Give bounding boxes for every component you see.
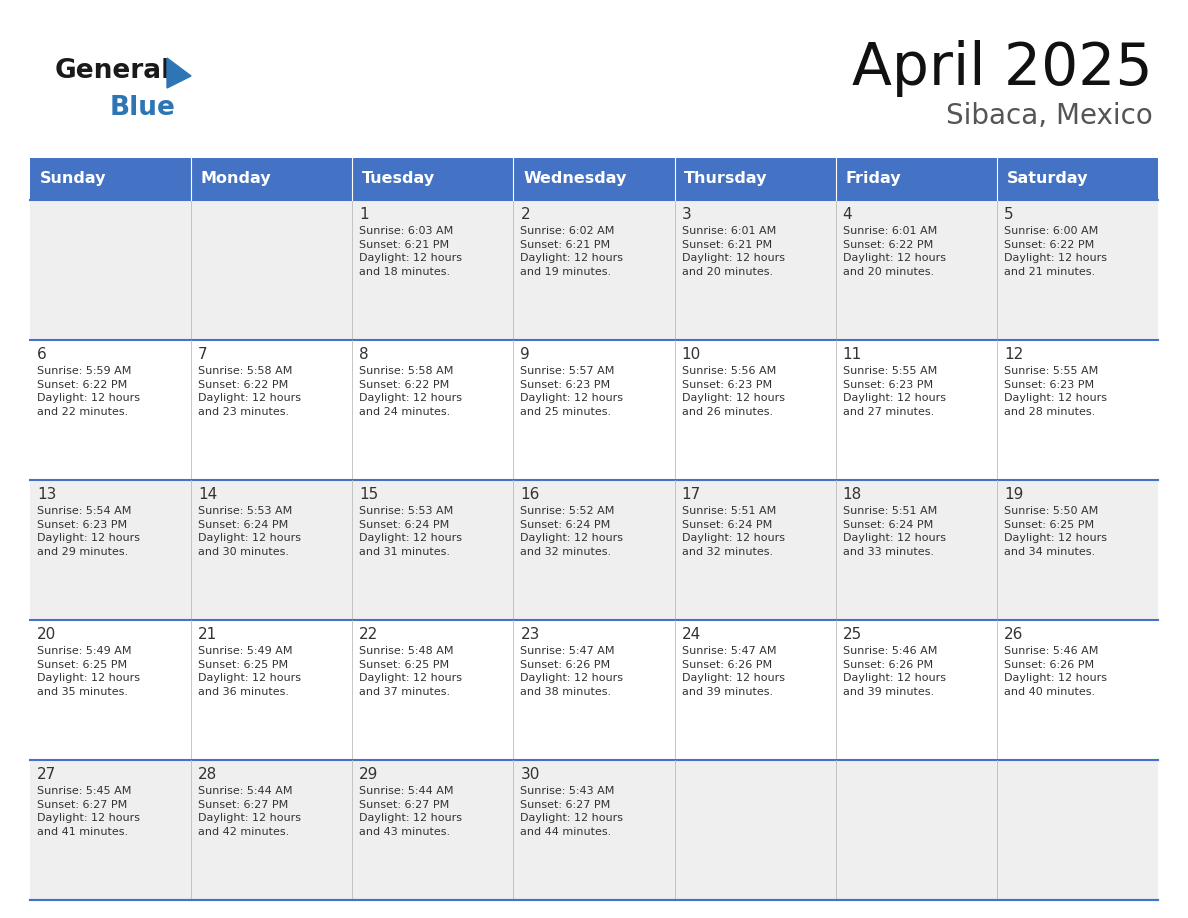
Text: 10: 10 [682, 347, 701, 362]
Text: 12: 12 [1004, 347, 1023, 362]
Text: 23: 23 [520, 627, 539, 642]
Bar [30, 158, 191, 200]
Bar [30, 480, 1158, 620]
Text: Sunrise: 5:55 AM
Sunset: 6:23 PM
Daylight: 12 hours
and 28 minutes.: Sunrise: 5:55 AM Sunset: 6:23 PM Dayligh… [1004, 366, 1107, 417]
Bar [30, 760, 1158, 900]
Bar [353, 158, 513, 200]
Text: 21: 21 [198, 627, 217, 642]
Text: Sunrise: 5:45 AM
Sunset: 6:27 PM
Daylight: 12 hours
and 41 minutes.: Sunrise: 5:45 AM Sunset: 6:27 PM Dayligh… [37, 786, 140, 837]
Text: Sunrise: 5:59 AM
Sunset: 6:22 PM
Daylight: 12 hours
and 22 minutes.: Sunrise: 5:59 AM Sunset: 6:22 PM Dayligh… [37, 366, 140, 417]
Text: 7: 7 [198, 347, 208, 362]
Text: 11: 11 [842, 347, 862, 362]
Text: 20: 20 [37, 627, 56, 642]
Text: Sunrise: 5:44 AM
Sunset: 6:27 PM
Daylight: 12 hours
and 43 minutes.: Sunrise: 5:44 AM Sunset: 6:27 PM Dayligh… [359, 786, 462, 837]
Text: Sunrise: 5:52 AM
Sunset: 6:24 PM
Daylight: 12 hours
and 32 minutes.: Sunrise: 5:52 AM Sunset: 6:24 PM Dayligh… [520, 506, 624, 557]
Polygon shape [168, 58, 191, 88]
Text: 5: 5 [1004, 207, 1013, 222]
Text: Sunrise: 5:53 AM
Sunset: 6:24 PM
Daylight: 12 hours
and 31 minutes.: Sunrise: 5:53 AM Sunset: 6:24 PM Dayligh… [359, 506, 462, 557]
Text: Sunrise: 5:47 AM
Sunset: 6:26 PM
Daylight: 12 hours
and 39 minutes.: Sunrise: 5:47 AM Sunset: 6:26 PM Dayligh… [682, 646, 784, 697]
Text: 9: 9 [520, 347, 530, 362]
Text: Tuesday: Tuesday [362, 172, 435, 186]
Text: Blue: Blue [110, 95, 176, 121]
Text: Sunrise: 5:46 AM
Sunset: 6:26 PM
Daylight: 12 hours
and 40 minutes.: Sunrise: 5:46 AM Sunset: 6:26 PM Dayligh… [1004, 646, 1107, 697]
Text: Sunrise: 5:51 AM
Sunset: 6:24 PM
Daylight: 12 hours
and 32 minutes.: Sunrise: 5:51 AM Sunset: 6:24 PM Dayligh… [682, 506, 784, 557]
Text: 24: 24 [682, 627, 701, 642]
Text: Wednesday: Wednesday [523, 172, 626, 186]
Text: Sunrise: 5:55 AM
Sunset: 6:23 PM
Daylight: 12 hours
and 27 minutes.: Sunrise: 5:55 AM Sunset: 6:23 PM Dayligh… [842, 366, 946, 417]
Text: Sunrise: 6:03 AM
Sunset: 6:21 PM
Daylight: 12 hours
and 18 minutes.: Sunrise: 6:03 AM Sunset: 6:21 PM Dayligh… [359, 226, 462, 277]
Text: Sunrise: 5:56 AM
Sunset: 6:23 PM
Daylight: 12 hours
and 26 minutes.: Sunrise: 5:56 AM Sunset: 6:23 PM Dayligh… [682, 366, 784, 417]
Text: Sunrise: 5:54 AM
Sunset: 6:23 PM
Daylight: 12 hours
and 29 minutes.: Sunrise: 5:54 AM Sunset: 6:23 PM Dayligh… [37, 506, 140, 557]
Text: 2: 2 [520, 207, 530, 222]
Text: 1: 1 [359, 207, 369, 222]
Bar [835, 158, 997, 200]
Text: Sunrise: 5:49 AM
Sunset: 6:25 PM
Daylight: 12 hours
and 36 minutes.: Sunrise: 5:49 AM Sunset: 6:25 PM Dayligh… [198, 646, 301, 697]
Text: Sunrise: 5:43 AM
Sunset: 6:27 PM
Daylight: 12 hours
and 44 minutes.: Sunrise: 5:43 AM Sunset: 6:27 PM Dayligh… [520, 786, 624, 837]
Text: 27: 27 [37, 767, 56, 782]
Text: Sunrise: 6:02 AM
Sunset: 6:21 PM
Daylight: 12 hours
and 19 minutes.: Sunrise: 6:02 AM Sunset: 6:21 PM Dayligh… [520, 226, 624, 277]
Text: 16: 16 [520, 487, 539, 502]
Bar [30, 200, 1158, 340]
Bar [513, 158, 675, 200]
Text: 3: 3 [682, 207, 691, 222]
Text: 18: 18 [842, 487, 862, 502]
Text: 8: 8 [359, 347, 369, 362]
Text: Saturday: Saturday [1006, 172, 1088, 186]
Text: 15: 15 [359, 487, 379, 502]
Text: 25: 25 [842, 627, 862, 642]
Bar [191, 158, 353, 200]
Bar [675, 158, 835, 200]
Text: Friday: Friday [846, 172, 901, 186]
Text: Sunrise: 6:01 AM
Sunset: 6:21 PM
Daylight: 12 hours
and 20 minutes.: Sunrise: 6:01 AM Sunset: 6:21 PM Dayligh… [682, 226, 784, 277]
Text: 19: 19 [1004, 487, 1023, 502]
Text: 22: 22 [359, 627, 379, 642]
Text: 14: 14 [198, 487, 217, 502]
Text: 6: 6 [37, 347, 46, 362]
Text: Sibaca, Mexico: Sibaca, Mexico [947, 102, 1154, 130]
Text: Sunrise: 5:47 AM
Sunset: 6:26 PM
Daylight: 12 hours
and 38 minutes.: Sunrise: 5:47 AM Sunset: 6:26 PM Dayligh… [520, 646, 624, 697]
Text: Sunrise: 5:58 AM
Sunset: 6:22 PM
Daylight: 12 hours
and 24 minutes.: Sunrise: 5:58 AM Sunset: 6:22 PM Dayligh… [359, 366, 462, 417]
Text: Sunrise: 5:58 AM
Sunset: 6:22 PM
Daylight: 12 hours
and 23 minutes.: Sunrise: 5:58 AM Sunset: 6:22 PM Dayligh… [198, 366, 301, 417]
Text: 28: 28 [198, 767, 217, 782]
Text: Sunrise: 6:00 AM
Sunset: 6:22 PM
Daylight: 12 hours
and 21 minutes.: Sunrise: 6:00 AM Sunset: 6:22 PM Dayligh… [1004, 226, 1107, 277]
Text: 30: 30 [520, 767, 539, 782]
Text: Sunrise: 5:49 AM
Sunset: 6:25 PM
Daylight: 12 hours
and 35 minutes.: Sunrise: 5:49 AM Sunset: 6:25 PM Dayligh… [37, 646, 140, 697]
Text: Sunrise: 5:46 AM
Sunset: 6:26 PM
Daylight: 12 hours
and 39 minutes.: Sunrise: 5:46 AM Sunset: 6:26 PM Dayligh… [842, 646, 946, 697]
Text: Sunrise: 5:57 AM
Sunset: 6:23 PM
Daylight: 12 hours
and 25 minutes.: Sunrise: 5:57 AM Sunset: 6:23 PM Dayligh… [520, 366, 624, 417]
Text: Thursday: Thursday [684, 172, 767, 186]
Text: Sunrise: 6:01 AM
Sunset: 6:22 PM
Daylight: 12 hours
and 20 minutes.: Sunrise: 6:01 AM Sunset: 6:22 PM Dayligh… [842, 226, 946, 277]
Text: 26: 26 [1004, 627, 1023, 642]
Text: 17: 17 [682, 487, 701, 502]
Text: April 2025: April 2025 [852, 40, 1154, 97]
Bar [997, 158, 1158, 200]
Text: Sunrise: 5:48 AM
Sunset: 6:25 PM
Daylight: 12 hours
and 37 minutes.: Sunrise: 5:48 AM Sunset: 6:25 PM Dayligh… [359, 646, 462, 697]
Text: 4: 4 [842, 207, 852, 222]
Bar [30, 340, 1158, 480]
Text: Monday: Monday [201, 172, 271, 186]
Text: Sunday: Sunday [39, 172, 106, 186]
Text: Sunrise: 5:50 AM
Sunset: 6:25 PM
Daylight: 12 hours
and 34 minutes.: Sunrise: 5:50 AM Sunset: 6:25 PM Dayligh… [1004, 506, 1107, 557]
Text: 13: 13 [37, 487, 56, 502]
Text: General: General [55, 58, 171, 84]
Text: Sunrise: 5:51 AM
Sunset: 6:24 PM
Daylight: 12 hours
and 33 minutes.: Sunrise: 5:51 AM Sunset: 6:24 PM Dayligh… [842, 506, 946, 557]
Text: Sunrise: 5:44 AM
Sunset: 6:27 PM
Daylight: 12 hours
and 42 minutes.: Sunrise: 5:44 AM Sunset: 6:27 PM Dayligh… [198, 786, 301, 837]
Text: Sunrise: 5:53 AM
Sunset: 6:24 PM
Daylight: 12 hours
and 30 minutes.: Sunrise: 5:53 AM Sunset: 6:24 PM Dayligh… [198, 506, 301, 557]
Bar [30, 620, 1158, 760]
Text: 29: 29 [359, 767, 379, 782]
